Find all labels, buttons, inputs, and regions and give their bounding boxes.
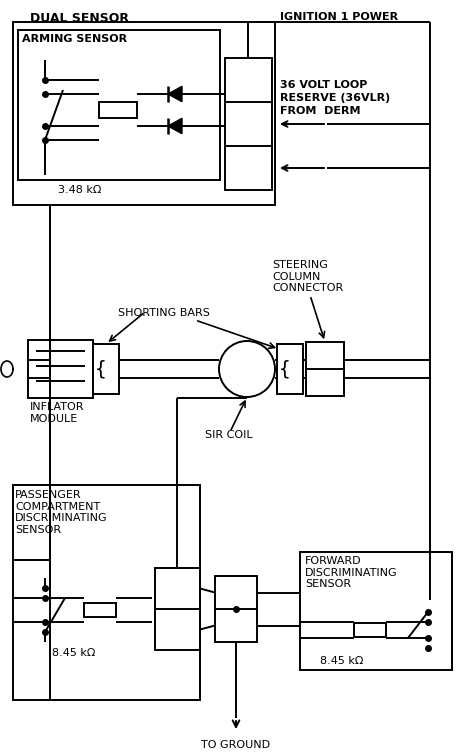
Bar xyxy=(225,58,272,190)
Text: FORWARD
DISCRIMINATING
SENSOR: FORWARD DISCRIMINATING SENSOR xyxy=(305,556,398,589)
Polygon shape xyxy=(168,86,182,102)
Bar xyxy=(354,623,386,637)
Text: 3.48 kΩ: 3.48 kΩ xyxy=(58,185,101,195)
Bar xyxy=(28,340,93,398)
Bar xyxy=(155,568,200,650)
Text: PASSENGER
COMPARTMENT
DISCRIMINATING
SENSOR: PASSENGER COMPARTMENT DISCRIMINATING SEN… xyxy=(15,490,108,534)
Polygon shape xyxy=(168,118,182,134)
Text: DUAL SENSOR: DUAL SENSOR xyxy=(30,12,129,25)
Bar xyxy=(13,485,200,700)
Text: SIR COIL: SIR COIL xyxy=(205,430,253,440)
Text: SHORTING BARS: SHORTING BARS xyxy=(118,308,210,318)
Bar xyxy=(84,603,116,617)
Text: STEERING
COLUMN
CONNECTOR: STEERING COLUMN CONNECTOR xyxy=(272,260,343,293)
Bar xyxy=(277,344,303,394)
Text: INFLATOR
MODULE: INFLATOR MODULE xyxy=(30,402,84,423)
Bar xyxy=(13,22,275,205)
Bar xyxy=(18,30,220,180)
Text: {: { xyxy=(279,360,291,379)
Text: {: { xyxy=(95,360,107,379)
Text: 8.45 kΩ: 8.45 kΩ xyxy=(52,648,95,658)
Bar xyxy=(215,576,257,642)
Bar xyxy=(93,344,119,394)
Text: IGNITION 1 POWER: IGNITION 1 POWER xyxy=(280,12,398,22)
Bar xyxy=(99,102,137,118)
Text: ARMING SENSOR: ARMING SENSOR xyxy=(22,34,127,44)
Text: 8.45 kΩ: 8.45 kΩ xyxy=(320,656,364,666)
Bar xyxy=(300,552,452,670)
Bar xyxy=(306,342,344,396)
Text: 36 VOLT LOOP
RESERVE (36VLR)
FROM  DERM: 36 VOLT LOOP RESERVE (36VLR) FROM DERM xyxy=(280,80,390,116)
Text: TO GROUND: TO GROUND xyxy=(201,740,271,750)
